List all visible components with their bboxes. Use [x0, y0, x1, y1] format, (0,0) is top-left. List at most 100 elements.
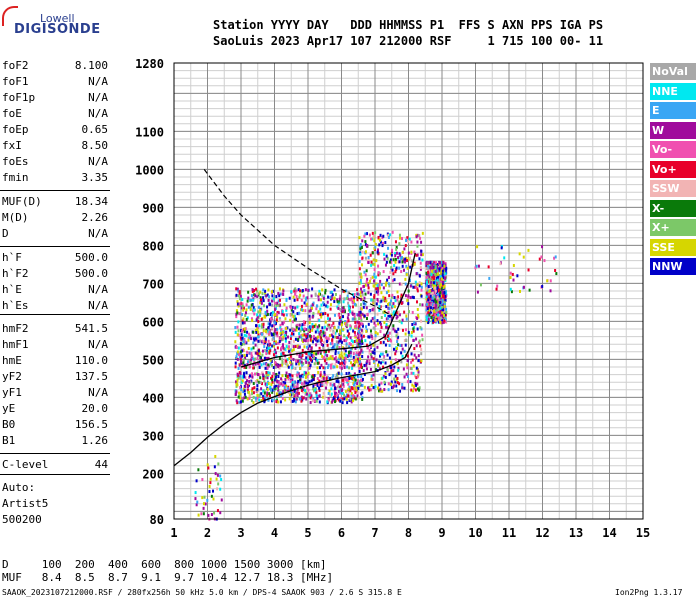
echo-point	[259, 309, 262, 313]
echo-point	[387, 289, 390, 293]
echo-point	[390, 366, 393, 370]
echo-point	[264, 311, 267, 315]
echo-point	[329, 296, 332, 300]
echo-point	[265, 294, 268, 298]
echo-point	[425, 315, 428, 319]
echo-point	[275, 295, 278, 299]
echo-point	[340, 340, 343, 344]
echo-point	[382, 295, 385, 299]
echo-point	[432, 301, 435, 305]
echo-point	[387, 334, 390, 338]
echo-point	[393, 329, 396, 333]
echo-point	[301, 354, 304, 358]
echo-point	[291, 381, 294, 385]
echo-point	[239, 294, 242, 298]
echo-point	[303, 370, 306, 374]
echo-points	[194, 230, 558, 521]
echo-point	[398, 252, 401, 256]
echo-point	[387, 276, 390, 280]
echo-point	[246, 379, 249, 383]
echo-point	[381, 241, 384, 245]
echo-point	[293, 314, 296, 318]
echo-point	[242, 317, 245, 321]
echo-point	[410, 371, 413, 375]
echo-point	[278, 287, 281, 291]
echo-point	[344, 389, 347, 393]
echo-point	[293, 387, 296, 391]
echo-point	[346, 323, 349, 327]
echo-point	[431, 263, 434, 267]
echo-point	[377, 271, 380, 275]
echo-point	[355, 355, 358, 359]
echo-point	[309, 396, 312, 400]
echo-point	[354, 333, 357, 337]
echo-point	[333, 395, 336, 399]
echo-point	[512, 278, 515, 282]
echo-point	[315, 352, 318, 356]
echo-point	[420, 319, 423, 323]
echo-point	[419, 344, 422, 348]
echo-point	[357, 364, 360, 368]
echo-point	[254, 329, 257, 333]
echo-point	[364, 256, 367, 260]
echo-point	[331, 338, 334, 342]
echo-point	[304, 298, 307, 302]
echo-point	[350, 400, 353, 404]
echo-point	[302, 338, 305, 342]
echo-point	[303, 345, 306, 349]
echo-point	[357, 338, 360, 342]
echo-point	[322, 356, 325, 360]
echo-point	[337, 340, 340, 344]
echo-point	[373, 316, 376, 320]
echo-point	[395, 347, 398, 351]
y-tick-label: 800	[142, 239, 164, 253]
echo-point	[241, 297, 244, 301]
echo-point	[258, 339, 261, 343]
echo-point	[394, 270, 397, 274]
echo-point	[273, 330, 276, 334]
echo-point	[258, 380, 261, 384]
echo-point	[256, 315, 259, 319]
echo-point	[319, 292, 322, 296]
legend-item-vo: Vo-	[650, 141, 696, 158]
echo-point	[398, 382, 401, 386]
echo-point	[420, 359, 423, 363]
echo-point	[439, 294, 442, 298]
echo-point	[272, 297, 275, 301]
echo-point	[398, 260, 401, 264]
echo-point	[436, 272, 439, 276]
echo-point	[315, 304, 318, 308]
echo-point	[214, 454, 217, 458]
echo-point	[331, 400, 334, 404]
echo-point	[277, 365, 280, 369]
echo-point	[269, 385, 272, 389]
echo-point	[277, 388, 280, 392]
echo-point	[354, 335, 357, 339]
echo-point	[286, 358, 289, 362]
echo-point	[298, 323, 301, 327]
echo-point	[391, 268, 394, 272]
echo-point	[427, 308, 430, 312]
echo-point	[329, 328, 332, 332]
echo-point	[241, 304, 244, 308]
echo-point	[418, 274, 421, 278]
echo-point	[343, 297, 346, 301]
echo-point	[269, 302, 272, 306]
echo-point	[431, 296, 434, 300]
echo-point	[247, 290, 250, 294]
echo-point	[295, 289, 298, 293]
echo-point	[411, 358, 414, 362]
echo-point	[330, 333, 333, 337]
echo-point	[289, 318, 292, 322]
echo-point	[353, 363, 356, 367]
echo-point	[300, 308, 303, 312]
echo-point	[297, 359, 300, 363]
echo-point	[334, 392, 337, 396]
echo-point	[399, 343, 402, 347]
echo-point	[246, 350, 249, 354]
echo-point	[326, 376, 329, 380]
legend-item-nne: NNE	[650, 82, 696, 100]
echo-point	[255, 330, 258, 334]
param-value: 8.50	[81, 139, 109, 152]
echo-point	[243, 337, 246, 341]
